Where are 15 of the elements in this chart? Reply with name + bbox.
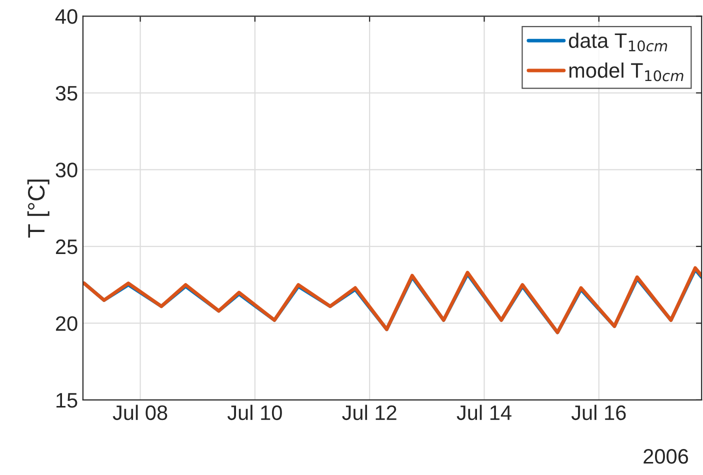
x-tick-label: Jul 10 xyxy=(227,404,282,420)
legend-label: data T$_{10cm}$ xyxy=(568,32,668,52)
y-tick-label: 30 xyxy=(56,162,78,178)
x-tick-label: Jul 08 xyxy=(112,404,168,420)
y-tick-label: 40 xyxy=(55,9,78,24)
y-tick-label: 15 xyxy=(56,393,78,408)
legend-label: model T$_{10cm}$ xyxy=(569,62,684,82)
x-tick-label: Jul 16 xyxy=(571,404,626,420)
y-tick-label: 35 xyxy=(56,86,78,101)
x-tick-label: Jul 12 xyxy=(342,404,396,420)
x-tick-label: Jul 14 xyxy=(456,404,512,420)
y-tick-label: 25 xyxy=(56,239,78,254)
y-tick-label: 20 xyxy=(56,316,78,331)
y-axis-title: T [°C] xyxy=(27,180,50,238)
text: 2006 xyxy=(644,449,688,464)
